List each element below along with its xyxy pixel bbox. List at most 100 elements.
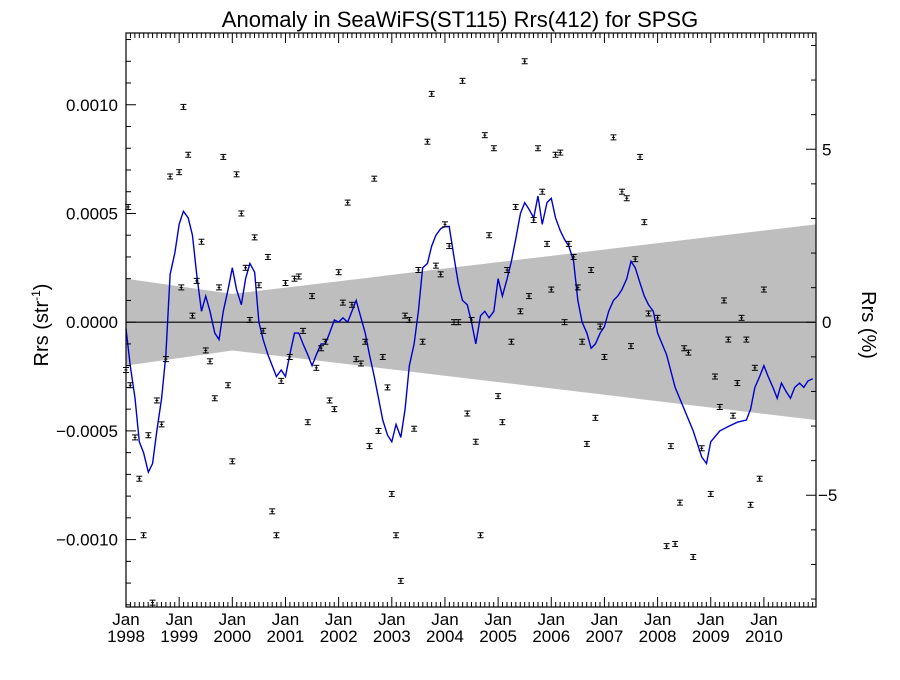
data-point xyxy=(278,377,285,384)
data-point xyxy=(725,336,732,343)
data-point xyxy=(233,171,240,178)
data-point xyxy=(711,373,718,380)
data-point xyxy=(229,458,236,465)
data-point xyxy=(610,134,617,141)
data-point xyxy=(269,508,276,515)
data-point xyxy=(136,475,143,482)
x-tick-label-month: Jan xyxy=(431,610,458,629)
data-point xyxy=(464,410,471,417)
data-point xyxy=(348,301,355,308)
chart-title: Anomaly in SeaWiFS(ST115) Rrs(412) for S… xyxy=(222,7,698,32)
data-point xyxy=(397,577,404,584)
data-point xyxy=(552,151,559,158)
data-point xyxy=(632,256,639,263)
y-tick-label-right: 0 xyxy=(822,313,831,332)
x-tick-label-year: 2000 xyxy=(213,627,251,646)
data-point xyxy=(273,532,280,539)
data-point xyxy=(291,275,298,282)
y-axis-label-left: Rrs (str-1) xyxy=(29,284,53,367)
data-point xyxy=(411,425,418,432)
data-point xyxy=(415,266,422,273)
data-point xyxy=(530,216,537,223)
data-point xyxy=(738,314,745,321)
data-point xyxy=(366,443,373,450)
data-point xyxy=(198,238,205,245)
data-point xyxy=(588,266,595,273)
data-point xyxy=(264,253,271,260)
data-point xyxy=(437,271,444,278)
data-point xyxy=(145,432,152,439)
data-point xyxy=(246,317,253,323)
data-point xyxy=(402,312,409,319)
data-point xyxy=(481,132,488,139)
data-point xyxy=(641,219,648,226)
x-tick-label-month: Jan xyxy=(538,610,565,629)
data-point xyxy=(716,403,723,410)
data-point xyxy=(202,347,209,354)
data-point xyxy=(211,395,218,402)
data-point xyxy=(499,419,506,426)
data-point xyxy=(468,317,475,323)
data-point xyxy=(672,540,679,547)
x-tick-label-year: 2005 xyxy=(479,627,517,646)
data-point xyxy=(140,532,147,539)
x-tick-label-month: Jan xyxy=(272,610,299,629)
data-point xyxy=(685,349,692,356)
data-point xyxy=(353,356,360,363)
data-point xyxy=(637,153,644,160)
data-point xyxy=(225,382,232,389)
data-point xyxy=(760,286,767,293)
data-point xyxy=(286,353,293,360)
data-point xyxy=(251,234,258,241)
data-point xyxy=(557,149,564,156)
y-tick-label-right: 5 xyxy=(822,140,831,159)
data-point xyxy=(751,364,758,371)
data-point xyxy=(517,308,524,315)
x-tick-label-month: Jan xyxy=(219,610,246,629)
data-point xyxy=(255,282,262,289)
data-point xyxy=(393,532,400,539)
data-point xyxy=(747,501,754,508)
data-point xyxy=(362,338,369,345)
data-point xyxy=(504,266,511,273)
data-point xyxy=(707,490,714,497)
y-axis-label-left-main: Rrs (str xyxy=(31,301,53,367)
data-point xyxy=(185,151,192,158)
data-point xyxy=(548,286,555,293)
x-tick-label-month: Jan xyxy=(591,610,618,629)
data-point xyxy=(335,269,342,276)
y-axis-label-left-sup: -1 xyxy=(29,290,43,301)
x-tick-label-year: 1999 xyxy=(160,627,198,646)
data-point xyxy=(539,188,546,195)
x-tick-label-year: 2002 xyxy=(320,627,358,646)
data-point xyxy=(180,103,187,110)
data-point xyxy=(592,414,599,421)
x-tick-label-year: 2004 xyxy=(426,627,464,646)
data-point xyxy=(645,310,652,317)
x-tick-label-month: Jan xyxy=(378,610,405,629)
data-point xyxy=(508,338,515,345)
x-tick-label-month: Jan xyxy=(750,610,777,629)
y-tick-label-left: 0.0000 xyxy=(66,313,118,332)
data-point xyxy=(339,299,346,306)
data-point xyxy=(459,77,466,84)
data-point xyxy=(406,317,413,323)
data-point xyxy=(331,406,338,413)
data-point xyxy=(583,440,590,447)
data-point xyxy=(721,297,728,304)
data-point xyxy=(371,175,378,182)
x-tick-label-month: Jan xyxy=(112,610,139,629)
data-point xyxy=(158,421,165,428)
data-point xyxy=(428,90,435,97)
data-point xyxy=(242,264,249,271)
data-point xyxy=(260,327,267,334)
data-point xyxy=(579,338,586,345)
y-axis-label-right: Rrs (%) xyxy=(857,291,879,359)
y-tick-label-left: −0.0005 xyxy=(56,422,118,441)
data-point xyxy=(495,393,502,400)
data-point xyxy=(734,380,741,387)
data-point xyxy=(176,169,183,176)
data-point xyxy=(216,284,223,291)
